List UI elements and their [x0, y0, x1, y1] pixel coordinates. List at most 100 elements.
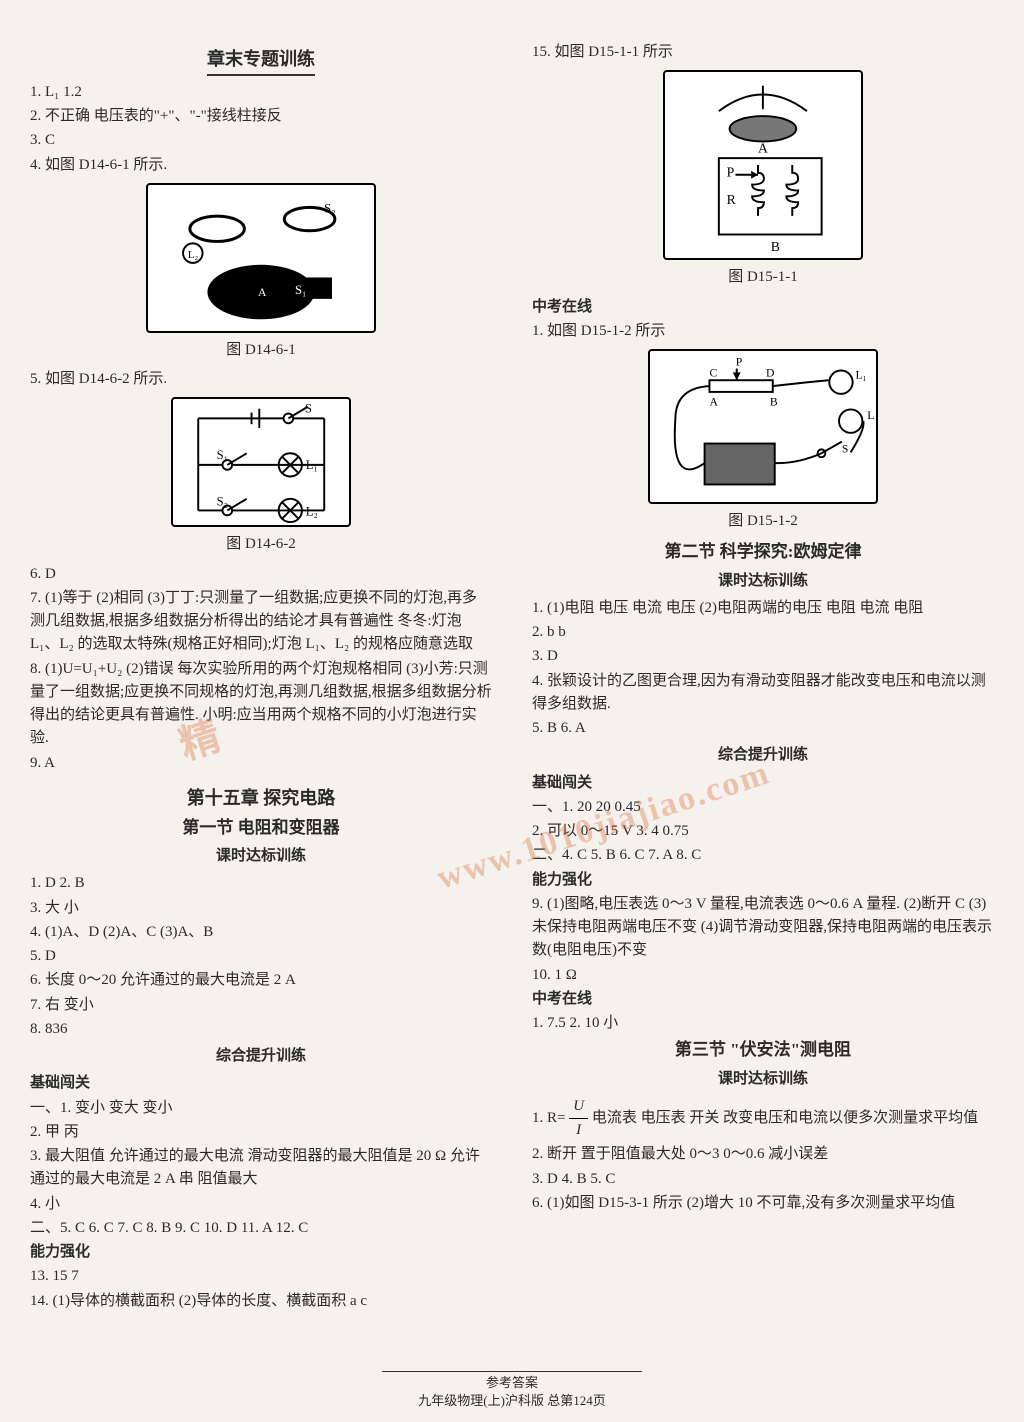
fa-answer-6: 6. (1)如图 D15-3-1 所示 (2)增大 10 不可靠,没有多次测量求…	[532, 1192, 994, 1215]
subhead-comprehensive-2: 综合提升训练	[532, 744, 994, 767]
footer-line-1: 参考答案	[0, 1374, 1024, 1392]
left-column: 章末专题训练 1. L₁ 1.2 2. 不正确 电压表的"+"、"-"接线柱接反…	[30, 40, 492, 1314]
page-columns: 章末专题训练 1. L₁ 1.2 2. 不正确 电压表的"+"、"-"接线柱接反…	[30, 40, 994, 1314]
heading-zhongkao-2: 中考在线	[532, 988, 994, 1011]
heading-ability: 能力强化	[30, 1241, 492, 1264]
fa-answer-2: 2. 断开 置于阻值最大处 0～3 0～0.6 减小误差	[532, 1143, 994, 1166]
svg-text:P: P	[736, 356, 743, 369]
title-wrap: 章末专题训练	[30, 40, 492, 80]
heading-base: 基础闯关	[30, 1072, 492, 1095]
figure-caption-1: 图 D14-6-1	[30, 339, 492, 362]
answer-15: 15. 如图 D15-1-1 所示	[532, 41, 994, 64]
svg-text:L₁: L₁	[306, 458, 318, 472]
ohm-answer-3: 3. D	[532, 645, 994, 668]
formula-fraction: U I	[569, 1095, 588, 1143]
svg-text:R: R	[727, 192, 737, 207]
fa-answer-1: 1. R= U I 电流表 电压表 开关 改变电压和电流以便多次测量求平均值	[532, 1095, 994, 1143]
svg-text:A: A	[709, 396, 718, 409]
fa-answer-3-5: 3. D 4. B 5. C	[532, 1168, 994, 1191]
figure-d14-6-2: S S₁ L₁ S₂ L₂	[171, 397, 351, 527]
figure-caption-4: 图 D15-1-2	[532, 510, 994, 533]
figure-d15-1-1: A P R B	[663, 70, 863, 260]
s1-answer-3: 3. 大 小	[30, 897, 492, 920]
svg-text:C: C	[709, 366, 717, 379]
svg-text:S₁: S₁	[216, 448, 227, 462]
zk-answer-1: 1. 如图 D15-1-2 所示	[532, 320, 994, 343]
s1-answer-6: 6. 长度 0～20 允许通过的最大电流是 2 A	[30, 969, 492, 992]
s1-answer-4: 4. (1)A、D (2)A、C (3)A、B	[30, 921, 492, 944]
svg-text:B: B	[770, 396, 778, 409]
ohm-answer-1: 1. (1)电阻 电压 电流 电压 (2)电阻两端的电压 电阻 电流 电阻	[532, 597, 994, 620]
heading-base-2: 基础闯关	[532, 772, 994, 795]
ohm-answer-2: 2. b b	[532, 621, 994, 644]
cp-answer-3: 3. 最大阻值 允许通过的最大电流 滑动变阻器的最大阻值是 20 Ω 允许通过的…	[30, 1145, 492, 1192]
cp2-answer-2: 2. 可以 0～15 V 3. 4 0.75	[532, 820, 994, 843]
cp-answer-13: 13. 15 7	[30, 1265, 492, 1288]
zk2-answers: 1. 7.5 2. 10 小	[532, 1012, 994, 1035]
cp-answer-1: 一、1. 变小 变大 变小	[30, 1097, 492, 1120]
formula-numerator: U	[569, 1095, 588, 1119]
cp-answer-2: 2. 甲 丙	[30, 1121, 492, 1144]
svg-text:S₁: S₁	[295, 283, 306, 297]
footer-rule-top	[382, 1371, 642, 1372]
svg-text:A: A	[258, 286, 267, 299]
meter-circuit-icon: A P R B	[665, 72, 861, 258]
svg-text:S₂: S₂	[324, 201, 335, 215]
circuit-icon: L₁ L₂ C P D A B S	[651, 351, 875, 502]
svg-text:L₂: L₂	[188, 249, 199, 261]
heading-zhongkao: 中考在线	[532, 296, 994, 319]
subhead-keshi: 课时达标训练	[30, 845, 492, 868]
answer-6: 6. D	[30, 563, 492, 586]
subhead-keshi-2: 课时达标训练	[532, 570, 994, 593]
formula-denominator: I	[569, 1119, 588, 1142]
cp2-answer-9: 9. (1)图略,电压表选 0～3 V 量程,电流表选 0～0.6 A 量程. …	[532, 893, 994, 963]
answer-7: 7. (1)等于 (2)相同 (3)丁丁:只测量了一组数据;应更换不同的灯泡,再…	[30, 587, 492, 657]
chapter-15-title: 第十五章 探究电路	[30, 785, 492, 813]
answer-8: 8. (1)U=U₁+U₂ (2)错误 每次实验所用的两个灯泡规格相同 (3)小…	[30, 658, 492, 751]
figure-caption-2: 图 D14-6-2	[30, 533, 492, 556]
footer-line-2: 九年级物理(上)沪科版 总第124页	[0, 1392, 1024, 1410]
circuit-icon: S S₁ L₁ S₂ L₂	[174, 399, 348, 525]
svg-text:L₂: L₂	[306, 505, 318, 519]
cp-answer-4: 4. 小	[30, 1193, 492, 1216]
svg-text:D: D	[766, 366, 774, 379]
page-footer: 参考答案 九年级物理(上)沪科版 总第124页	[0, 1369, 1024, 1410]
answer-1: 1. L₁ 1.2	[30, 81, 492, 104]
answer-5: 5. 如图 D14-6-2 所示.	[30, 368, 492, 391]
s1-answer-7: 7. 右 变小	[30, 994, 492, 1017]
svg-text:P: P	[727, 165, 735, 180]
figure-caption-3: 图 D15-1-1	[532, 266, 994, 289]
subhead-comprehensive: 综合提升训练	[30, 1045, 492, 1068]
cp2-answer-4-8: 二、4. C 5. B 6. C 7. A 8. C	[532, 844, 994, 867]
figure-d15-1-2: L₁ L₂ C P D A B S	[648, 349, 878, 504]
cp-answer-5-12: 二、5. C 6. C 7. C 8. B 9. C 10. D 11. A 1…	[30, 1217, 492, 1240]
s1-answer-5: 5. D	[30, 945, 492, 968]
cp-answer-14: 14. (1)导体的横截面积 (2)导体的长度、横截面积 a c	[30, 1290, 492, 1313]
cp2-answer-10: 10. 1 Ω	[532, 964, 994, 987]
svg-text:A: A	[758, 141, 768, 156]
svg-text:B: B	[771, 239, 780, 254]
formula-rest: 电流表 电压表 开关 改变电压和电流以便多次测量求平均值	[592, 1110, 978, 1126]
svg-text:S: S	[305, 402, 312, 416]
right-column: 15. 如图 D15-1-1 所示 A P R B 图 D15-1-1 中考在线…	[532, 40, 994, 1314]
svg-text:S₂: S₂	[216, 495, 227, 509]
answer-2: 2. 不正确 电压表的"+"、"-"接线柱接反	[30, 105, 492, 128]
ohm-answer-5-6: 5. B 6. A	[532, 717, 994, 740]
subhead-keshi-3: 课时达标训练	[532, 1068, 994, 1091]
heading-ability-2: 能力强化	[532, 869, 994, 892]
svg-text:S: S	[842, 442, 849, 455]
svg-text:L₁: L₁	[856, 368, 867, 381]
answer-4: 4. 如图 D14-6-1 所示.	[30, 154, 492, 177]
s1-answer-1-2: 1. D 2. B	[30, 872, 492, 895]
formula-prefix: 1. R=	[532, 1110, 565, 1126]
figure-d14-6-1: L₂ S₂ S₁ A	[146, 183, 376, 333]
title-special-training: 章末专题训练	[207, 46, 315, 76]
section-1-title: 第一节 电阻和变阻器	[30, 815, 492, 841]
circuit-icon: L₂ S₂ S₁ A	[149, 185, 373, 331]
answer-9: 9. A	[30, 752, 492, 775]
section-2-title: 第二节 科学探究:欧姆定律	[532, 539, 994, 565]
cp2-answer-1: 一、1. 20 20 0.45	[532, 796, 994, 819]
svg-text:L₂: L₂	[867, 409, 875, 422]
section-3-title: 第三节 "伏安法"测电阻	[532, 1037, 994, 1063]
answer-3: 3. C	[30, 129, 492, 152]
